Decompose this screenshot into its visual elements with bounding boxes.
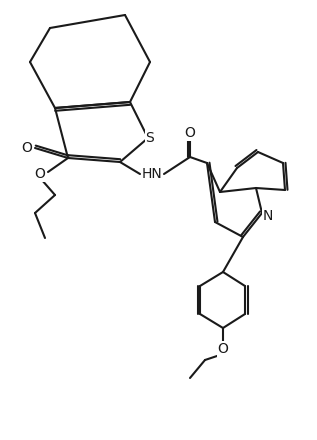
Text: HN: HN [142,167,162,181]
Text: O: O [22,141,32,155]
Text: N: N [263,209,273,223]
Text: O: O [184,126,196,140]
Text: O: O [35,167,45,181]
Text: O: O [217,342,229,356]
Text: S: S [146,131,154,145]
